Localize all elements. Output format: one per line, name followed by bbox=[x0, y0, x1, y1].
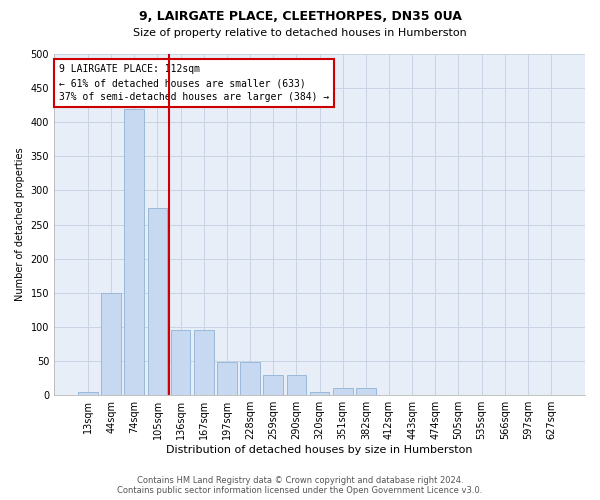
Text: 9 LAIRGATE PLACE: 112sqm
← 61% of detached houses are smaller (633)
37% of semi-: 9 LAIRGATE PLACE: 112sqm ← 61% of detach… bbox=[59, 64, 329, 102]
Bar bbox=[263, 374, 283, 395]
Bar bbox=[287, 374, 306, 395]
Bar bbox=[240, 362, 260, 395]
Bar bbox=[171, 330, 190, 395]
Bar bbox=[148, 208, 167, 395]
Text: Size of property relative to detached houses in Humberston: Size of property relative to detached ho… bbox=[133, 28, 467, 38]
Bar bbox=[310, 392, 329, 395]
X-axis label: Distribution of detached houses by size in Humberston: Distribution of detached houses by size … bbox=[166, 445, 473, 455]
Text: Contains HM Land Registry data © Crown copyright and database right 2024.
Contai: Contains HM Land Registry data © Crown c… bbox=[118, 476, 482, 495]
Bar bbox=[78, 392, 98, 395]
Bar bbox=[217, 362, 237, 395]
Bar bbox=[124, 108, 144, 395]
Bar bbox=[356, 388, 376, 395]
Bar bbox=[333, 388, 353, 395]
Text: 9, LAIRGATE PLACE, CLEETHORPES, DN35 0UA: 9, LAIRGATE PLACE, CLEETHORPES, DN35 0UA bbox=[139, 10, 461, 23]
Bar bbox=[101, 293, 121, 395]
Y-axis label: Number of detached properties: Number of detached properties bbox=[15, 148, 25, 302]
Bar bbox=[194, 330, 214, 395]
